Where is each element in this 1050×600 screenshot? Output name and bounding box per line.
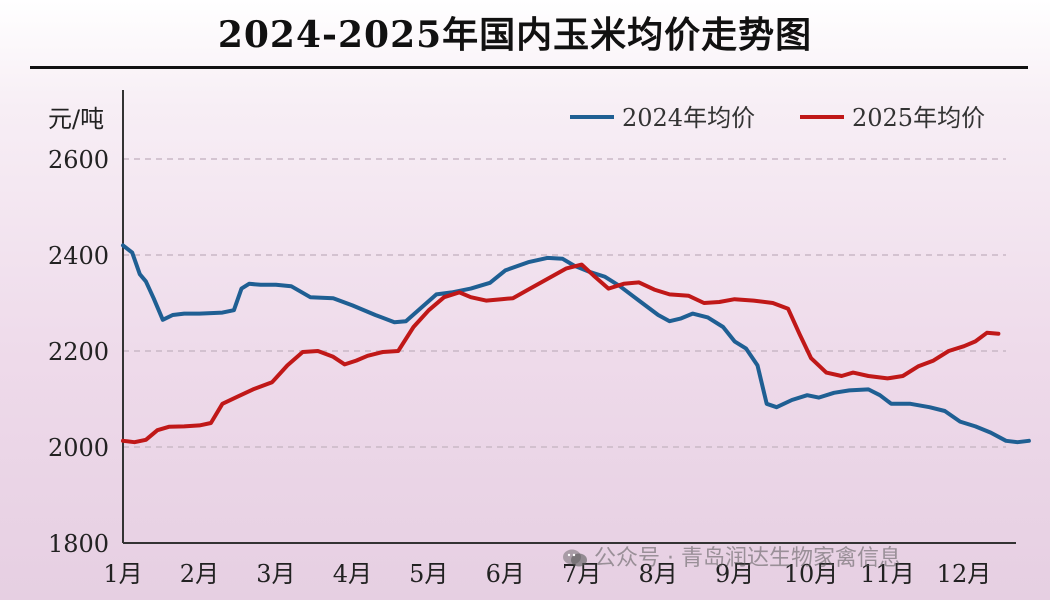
y-tick-label-2400: 2400 (48, 242, 109, 270)
x-tick-label-12: 12月 (937, 560, 992, 588)
x-tick-label-9: 9月 (715, 560, 754, 588)
series-line-2024 (121, 243, 1031, 445)
y-axis-unit-label: 元/吨 (48, 105, 104, 133)
y-tick-label-2600: 2600 (48, 146, 109, 174)
chart-title: 2024-2025年国内玉米均价走势图 (217, 14, 813, 56)
watermark: 公众号 · 青岛润达生物家禽信息 (562, 540, 901, 572)
x-tick-label-5: 5月 (409, 560, 448, 588)
y-tick-label-2200: 2200 (48, 338, 109, 366)
legend: 2024年均价 2025年均价 (570, 104, 985, 132)
watermark-text: 公众号 · 青岛润达生物家禽信息 (594, 546, 901, 571)
series-lines (121, 243, 1031, 445)
x-tick-label-1: 1月 (103, 560, 142, 588)
x-tick-label-10: 10月 (784, 560, 839, 588)
y-tick-label-1800: 1800 (48, 530, 109, 558)
legend-label-2024: 2024年均价 (622, 104, 755, 132)
title-divider (30, 66, 1028, 69)
x-tick-label-3: 3月 (256, 560, 295, 588)
x-tick-label-6: 6月 (486, 560, 525, 588)
x-tick-label-11: 11月 (860, 560, 915, 588)
x-tick-label-2: 2月 (180, 560, 219, 588)
series-line-2025 (121, 262, 1001, 445)
x-tick-label-8: 8月 (639, 560, 678, 588)
wechat-icon (562, 548, 588, 568)
x-tick-label-4: 4月 (333, 560, 372, 588)
y-tick-label-2000: 2000 (48, 434, 109, 462)
legend-label-2025: 2025年均价 (852, 104, 985, 132)
grid-lines (123, 158, 1006, 448)
